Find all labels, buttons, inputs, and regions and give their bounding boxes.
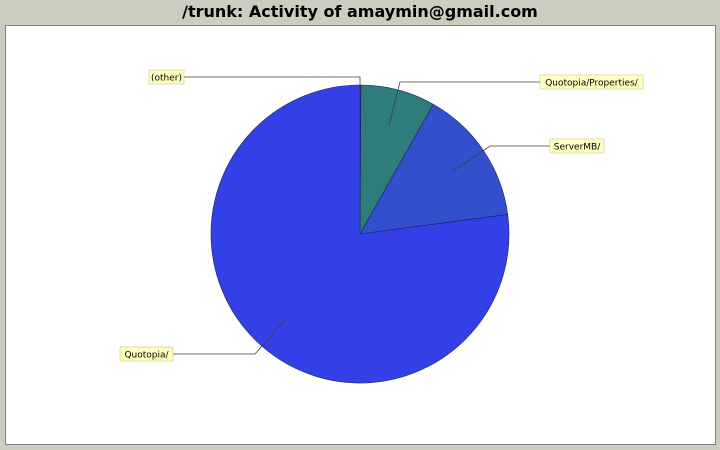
slice-label-0: (other) bbox=[151, 74, 182, 84]
slice-label-2: ServerMB/ bbox=[554, 143, 601, 153]
slice-label-1: Quotopia/Properties/ bbox=[545, 79, 639, 89]
slice-label-3: Quotopia/ bbox=[124, 351, 169, 361]
